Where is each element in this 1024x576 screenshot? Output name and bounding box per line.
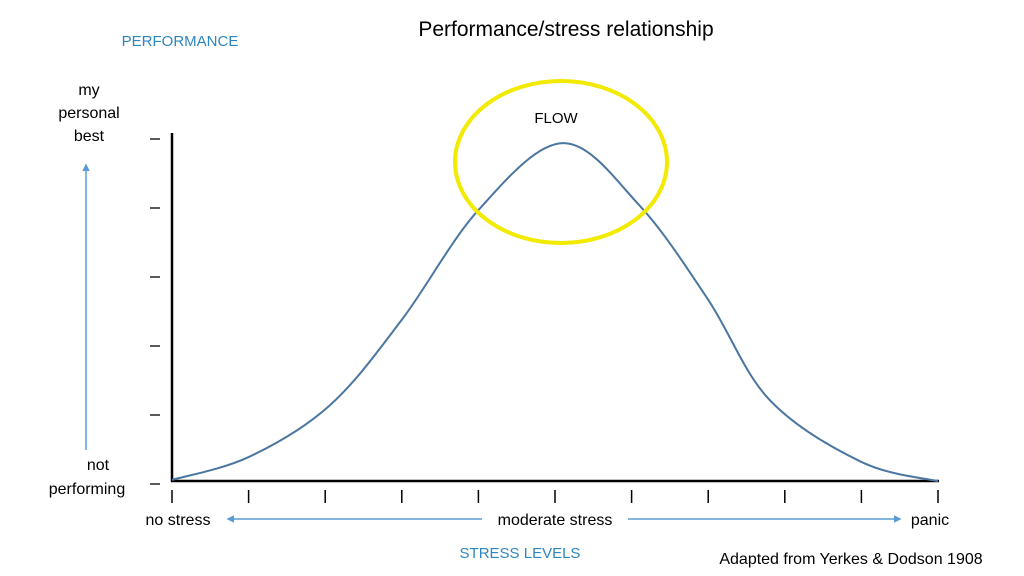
x-label-middle: moderate stress — [498, 512, 613, 529]
x-axis-label: STRESS LEVELS — [460, 545, 581, 562]
y-top-label-3: best — [74, 128, 105, 145]
performance-curve — [171, 142, 939, 483]
y-axis-label: PERFORMANCE — [122, 33, 239, 50]
chart-title: Performance/stress relationship — [418, 18, 713, 41]
y-bottom-label-2: performing — [49, 481, 125, 498]
x-label-right: panic — [911, 512, 949, 529]
flow-ellipse — [453, 79, 669, 245]
source-note: Adapted from Yerkes & Dodson 1908 — [719, 551, 982, 568]
y-top-label-2: personal — [58, 105, 119, 122]
y-top-label-1: my — [78, 82, 99, 99]
x-label-left: no stress — [146, 512, 211, 529]
y-bottom-label-1: not — [87, 457, 110, 474]
flow-label: FLOW — [534, 110, 578, 127]
